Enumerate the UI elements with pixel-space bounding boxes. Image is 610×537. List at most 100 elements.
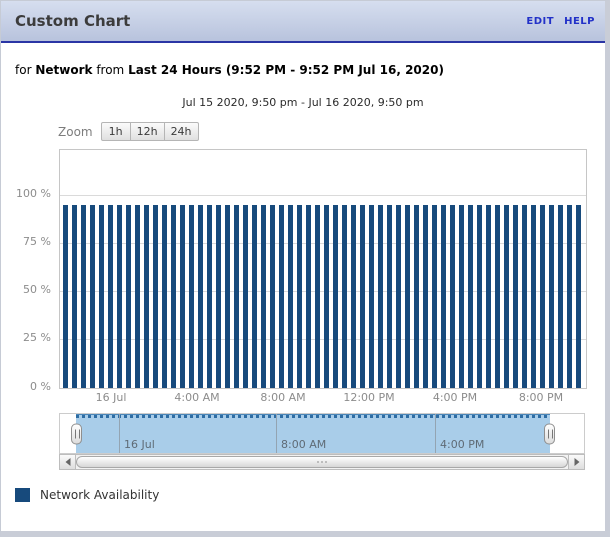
y-tick-label: 0 % xyxy=(30,380,51,393)
availability-bar xyxy=(405,205,410,388)
availability-bar xyxy=(126,205,131,388)
availability-bar xyxy=(324,205,329,388)
subtitle-range: Last 24 Hours (9:52 PM - 9:52 PM Jul 16,… xyxy=(128,63,444,77)
availability-bar xyxy=(423,205,428,388)
availability-bar xyxy=(108,205,113,388)
scroll-left-button[interactable] xyxy=(60,455,76,469)
availability-bar xyxy=(495,205,500,388)
availability-bar xyxy=(189,205,194,388)
chart-subtitle: for Network from Last 24 Hours (9:52 PM … xyxy=(15,63,444,77)
availability-bar xyxy=(387,205,392,388)
availability-bar xyxy=(180,205,185,388)
availability-bar xyxy=(576,205,581,388)
y-tick-label: 75 % xyxy=(23,235,51,248)
availability-bar xyxy=(144,205,149,388)
zoom-12h-button[interactable]: 12h xyxy=(129,122,165,141)
chart-legend: Network Availability xyxy=(15,488,159,502)
availability-bar xyxy=(486,205,491,388)
header-links: EDIT HELP xyxy=(526,16,605,27)
availability-bar xyxy=(414,205,419,388)
y-tick-label: 100 % xyxy=(16,187,51,200)
scroll-left-arrow-icon xyxy=(65,458,70,466)
thumb-grip-icon xyxy=(317,461,327,463)
availability-bar xyxy=(207,205,212,388)
scrollbar-thumb[interactable] xyxy=(76,456,568,468)
chart-scrollbar[interactable] xyxy=(59,454,585,470)
availability-bar xyxy=(558,205,563,388)
subtitle-entity: Network xyxy=(35,63,93,77)
availability-bar xyxy=(135,205,140,388)
zoom-label: Zoom xyxy=(58,124,93,139)
availability-bar xyxy=(270,205,275,388)
subtitle-for: for xyxy=(15,63,32,77)
availability-bar xyxy=(441,205,446,388)
availability-bar xyxy=(315,205,320,388)
availability-bar xyxy=(81,205,86,388)
x-tick-label: 4:00 PM xyxy=(432,391,478,404)
availability-bar xyxy=(567,205,572,388)
availability-bar xyxy=(522,205,527,388)
navigator-left-handle[interactable] xyxy=(71,423,82,444)
availability-bar xyxy=(504,205,509,388)
navigator-selection[interactable] xyxy=(76,414,550,453)
chart-plot-area xyxy=(59,149,587,389)
navigator-time-label: 8:00 AM xyxy=(281,438,327,451)
x-tick-label: 4:00 AM xyxy=(174,391,220,404)
availability-bar xyxy=(333,205,338,388)
navigator-time-label: 16 Jul xyxy=(124,438,155,451)
navigator-mini-series xyxy=(76,415,550,418)
zoom-button-group: 1h 12h 24h xyxy=(100,122,199,141)
availability-bar xyxy=(198,205,203,388)
edit-link[interactable]: EDIT xyxy=(526,15,555,27)
gridline xyxy=(60,339,586,340)
y-axis-labels: 100 % 75 % 50 % 25 % 0 % xyxy=(7,149,51,393)
availability-bar xyxy=(513,205,518,388)
x-tick-label: 8:00 PM xyxy=(518,391,564,404)
x-axis-labels: 16 Jul 4:00 AM 8:00 AM 12:00 PM 4:00 PM 8:00 … xyxy=(59,391,585,405)
availability-bar xyxy=(117,205,122,388)
chart-time-range-title: Jul 15 2020, 9:50 pm - Jul 16 2020, 9:50… xyxy=(182,96,424,109)
help-link[interactable]: HELP xyxy=(564,15,595,27)
scroll-right-button[interactable] xyxy=(568,455,584,469)
availability-bar xyxy=(288,205,293,388)
widget-title: Custom Chart xyxy=(15,12,131,30)
availability-bar xyxy=(432,205,437,388)
navigator-right-handle[interactable] xyxy=(544,423,555,444)
x-tick-label: 16 Jul xyxy=(95,391,127,404)
availability-bar xyxy=(279,205,284,388)
availability-bar xyxy=(531,205,536,388)
gridline xyxy=(60,291,586,292)
subtitle-from: from xyxy=(96,63,125,77)
availability-bar xyxy=(216,205,221,388)
availability-bar xyxy=(261,205,266,388)
availability-bar xyxy=(459,205,464,388)
y-tick-label: 50 % xyxy=(23,283,51,296)
availability-bar xyxy=(90,205,95,388)
availability-bar xyxy=(468,205,473,388)
availability-bar xyxy=(72,205,77,388)
navigator-time-label: 4:00 PM xyxy=(440,438,485,451)
availability-bar xyxy=(540,205,545,388)
availability-bar xyxy=(243,205,248,388)
zoom-1h-button[interactable]: 1h xyxy=(100,122,131,141)
legend-series-label: Network Availability xyxy=(40,488,160,502)
availability-bar xyxy=(450,205,455,388)
availability-bar xyxy=(99,205,104,388)
zoom-24h-button[interactable]: 24h xyxy=(163,122,199,141)
availability-bar xyxy=(225,205,230,388)
availability-bar xyxy=(162,205,167,388)
zoom-controls: Zoom 1h 12h 24h xyxy=(58,122,199,141)
handle-grip-icon xyxy=(75,429,80,438)
gridline xyxy=(60,243,586,244)
scroll-right-arrow-icon xyxy=(574,458,579,466)
availability-bar xyxy=(351,205,356,388)
range-navigator: 16 Jul 8:00 AM 4:00 PM xyxy=(59,413,585,454)
gridline xyxy=(60,195,586,196)
legend-color-swatch xyxy=(15,488,30,502)
availability-bar xyxy=(477,205,482,388)
availability-bar xyxy=(342,205,347,388)
availability-bar xyxy=(369,205,374,388)
availability-bar xyxy=(297,205,302,388)
navigator-gridline xyxy=(276,414,277,453)
